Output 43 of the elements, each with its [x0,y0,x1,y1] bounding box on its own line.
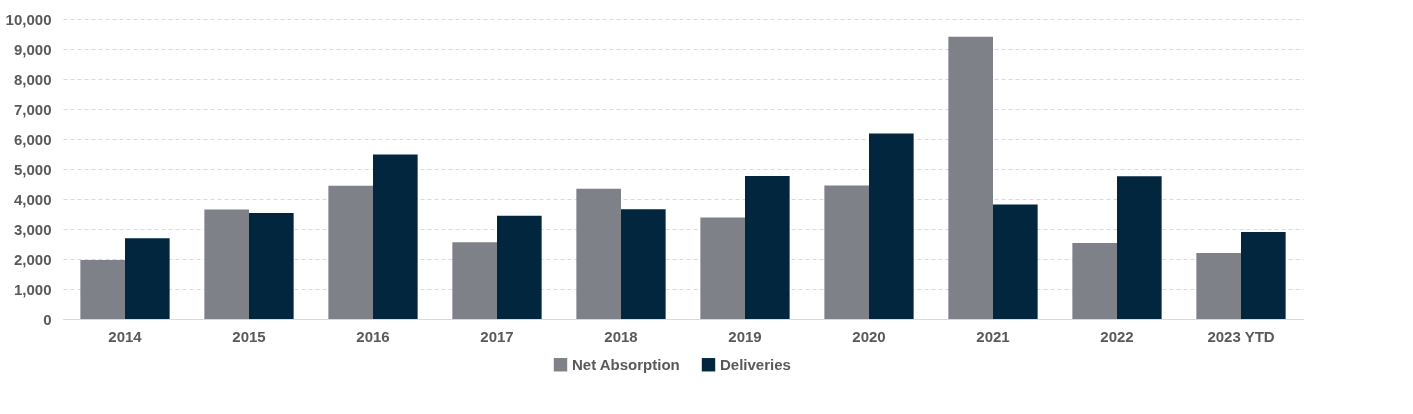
bar [869,133,914,319]
bar [1117,176,1162,319]
bar [1196,253,1241,319]
y-tick-label: 2,000 [13,250,52,268]
bar [125,238,170,319]
y-tick-label: 1,000 [13,280,52,298]
bar [576,188,621,319]
y-tick-label: 3,000 [13,220,52,238]
bar [452,242,497,319]
bar [993,204,1038,319]
bar [497,215,542,319]
legend-label: Net Absorption [572,355,680,373]
bar [621,209,666,319]
x-tick-label: 2022 [1100,327,1134,345]
bar [1241,232,1286,319]
legend-label: Deliveries [720,355,791,373]
y-tick-label: 10,000 [5,10,52,28]
x-tick-label: 2019 [728,327,762,345]
x-tick-label: 2015 [232,327,266,345]
x-tick-label: 2020 [852,327,886,345]
y-tick-label: 9,000 [13,40,52,58]
bar [373,154,418,319]
bar [80,259,125,319]
x-tick-label: 2021 [976,327,1010,345]
x-tick-label: 2018 [604,327,638,345]
bar [249,213,294,319]
x-tick-label: 2017 [480,327,514,345]
bar [824,185,869,319]
y-tick-label: 8,000 [13,70,52,88]
bar [700,217,745,319]
x-tick-label: 2014 [108,327,143,345]
x-tick-label: 2016 [356,327,390,345]
y-tick-label: 7,000 [13,100,52,118]
y-tick-label: 0 [43,310,52,328]
bar [745,175,790,319]
bar [1072,243,1117,319]
y-tick-label: 5,000 [13,160,52,178]
bar [328,185,373,319]
bar [948,36,993,319]
y-tick-label: 4,000 [13,190,52,208]
y-tick-label: 6,000 [13,130,52,148]
x-tick-label: 2023 YTD [1207,327,1275,345]
bar [204,209,249,319]
